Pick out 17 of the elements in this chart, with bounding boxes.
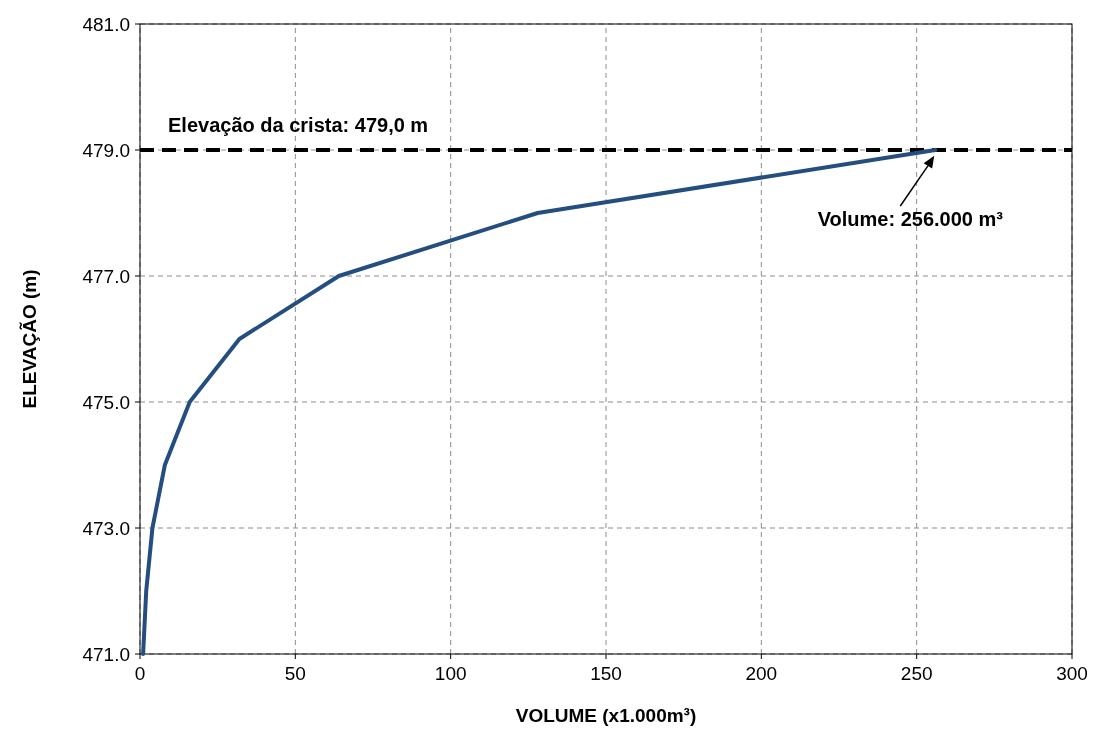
ref-line-label: Elevação da crista: 479,0 m	[168, 114, 429, 136]
y-tick-label: 479.0	[82, 140, 130, 161]
annotation: Volume: 256.000 m³	[817, 208, 1004, 230]
y-tick-label: 475.0	[82, 392, 130, 413]
x-axis-title: VOLUME (x1.000m³)	[515, 705, 697, 726]
y-axis-title: ELEVAÇÃO (m)	[19, 269, 40, 409]
x-tick-label: 100	[434, 663, 467, 684]
x-tick-label: 150	[590, 663, 622, 684]
x-tick-label: 50	[284, 663, 306, 684]
x-tick-label: 200	[745, 663, 778, 684]
y-tick-label: 481.0	[82, 14, 130, 35]
x-tick-label: 250	[900, 663, 933, 684]
y-tick-label: 473.0	[82, 518, 130, 539]
x-tick-label: 300	[1056, 663, 1088, 684]
y-tick-label: 477.0	[82, 266, 130, 287]
y-tick-label: 471.0	[82, 644, 130, 665]
x-tick-label: 0	[134, 663, 146, 684]
